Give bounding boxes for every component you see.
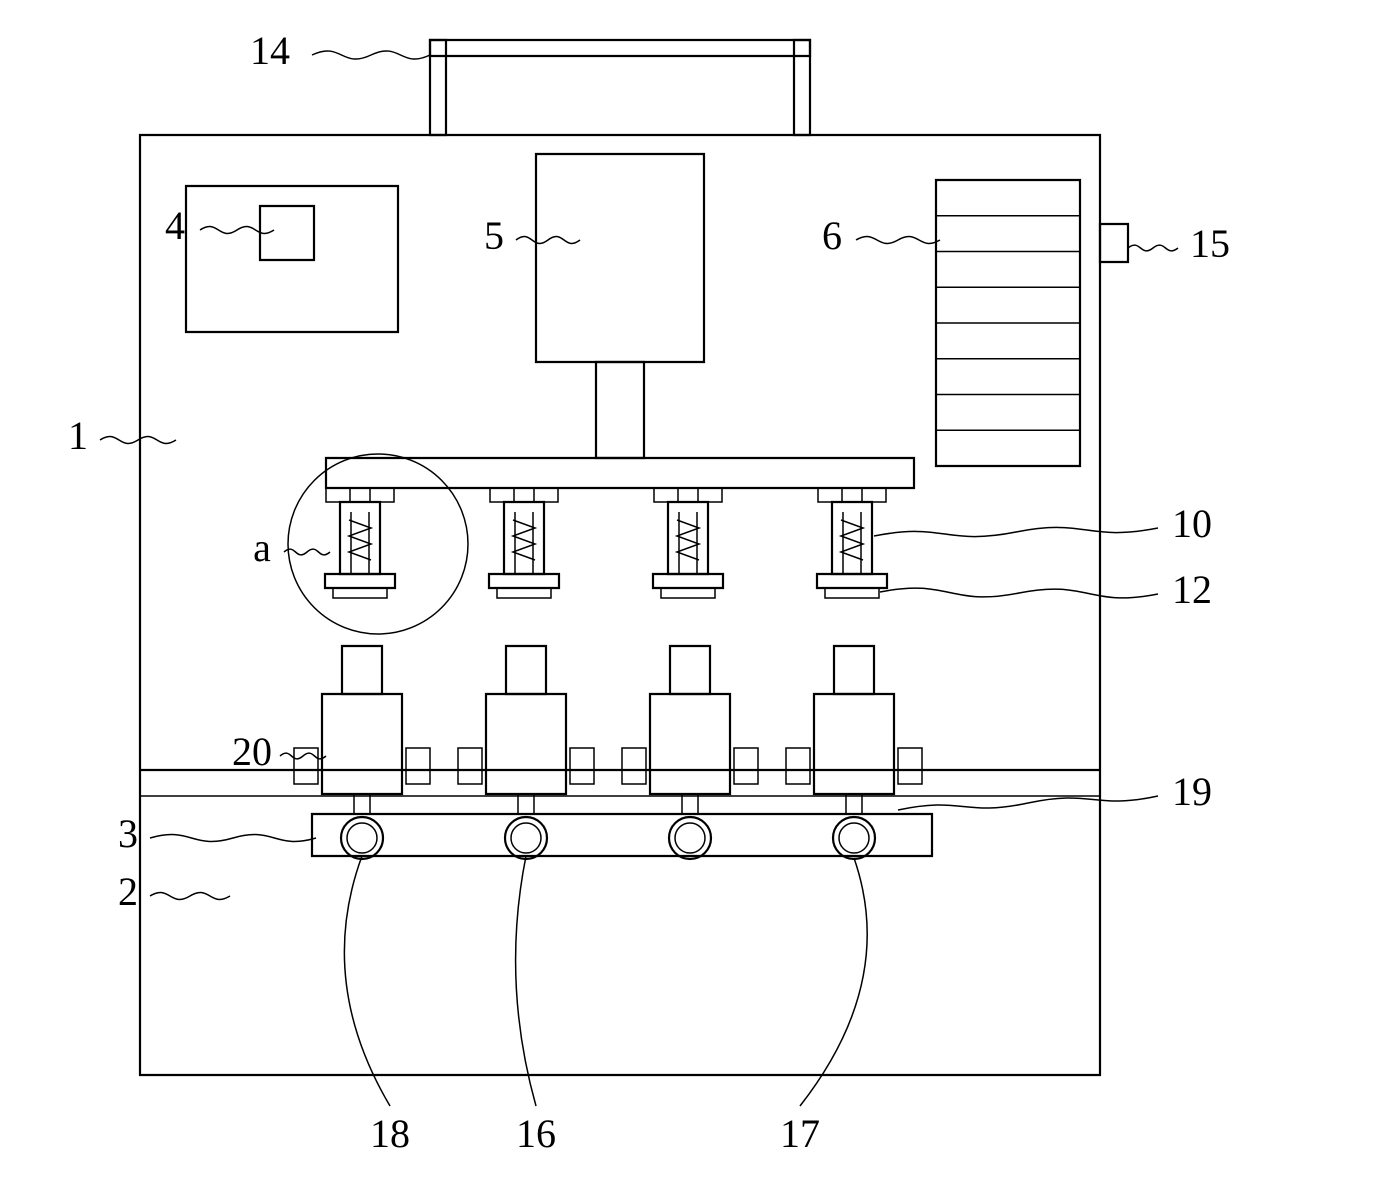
crossbar [326,458,914,488]
bottle-holder [898,748,922,784]
bottle-body [650,694,730,794]
leader-a [284,549,330,555]
bottle-holder [458,748,482,784]
press-head-nut [490,488,514,502]
leader-15 [1128,245,1178,251]
press-head-foot [497,588,551,598]
press-head [489,488,559,598]
leader-14 [312,51,430,59]
bottle-body [814,694,894,794]
callout-1: 1 [68,413,88,458]
press-head [325,488,395,598]
callout-19: 19 [1172,769,1212,814]
leader-20 [280,753,326,759]
press-head-tube [340,502,380,574]
press-head-tube [668,502,708,574]
leader-19 [898,796,1158,810]
press-head-nut [370,488,394,502]
handle-right-post [794,40,810,135]
bottle-assembly [622,646,758,814]
callout-a: a [253,525,271,570]
callout-20: 20 [232,729,272,774]
press-head-foot [825,588,879,598]
wheel-inner [839,823,869,853]
bottle-assembly [786,646,922,814]
outer-housing [140,135,1100,1075]
detail-circle-a [288,454,468,634]
callout-12: 12 [1172,567,1212,612]
callout-2: 2 [118,869,138,914]
bottle-assembly [294,646,430,814]
press-head-cap [817,574,887,588]
leader-1 [100,437,176,444]
bottle-neck [670,646,710,694]
handle-top-bar [430,40,810,56]
press-head-spring [841,520,863,560]
press-head-cap [325,574,395,588]
motor-shaft [596,362,644,458]
bottle-assembly [458,646,594,814]
press-head [817,488,887,598]
press-head-nut [534,488,558,502]
press-head-nut [326,488,350,502]
press-head-cap [489,574,559,588]
bottle-holder [622,748,646,784]
press-head-nut [862,488,886,502]
press-head-nut [818,488,842,502]
bottle-holder [786,748,810,784]
callout-16: 16 [516,1111,556,1156]
bottle-neck [834,646,874,694]
callout-5: 5 [484,213,504,258]
bottle-holder [406,748,430,784]
bottle-holder [570,748,594,784]
press-head-tube [832,502,872,574]
leader-2 [150,893,230,900]
press-head-spring [349,520,371,560]
wheel-inner [347,823,377,853]
press-head-nut [698,488,722,502]
leader-5 [516,237,580,244]
leader-17 [800,858,867,1106]
press-head-foot [661,588,715,598]
callout-17: 17 [780,1111,820,1156]
press-head-cap [653,574,723,588]
bottle-body [322,694,402,794]
bottle-neck [342,646,382,694]
bottle-neck [506,646,546,694]
callout-18: 18 [370,1111,410,1156]
leader-16 [516,856,536,1106]
callout-14: 14 [250,28,290,73]
leader-10 [874,527,1158,536]
press-head-foot [333,588,387,598]
callout-3: 3 [118,811,138,856]
leader-18 [344,856,390,1106]
handle-left-post [430,40,446,135]
leader-3 [150,835,316,842]
bottle-holder [734,748,758,784]
callout-15: 15 [1190,221,1230,266]
side-tab [1100,224,1128,262]
wheel-inner [511,823,541,853]
callout-4: 4 [165,203,185,248]
press-head [653,488,723,598]
leader-12 [880,588,1158,598]
wheel-inner [675,823,705,853]
press-head-spring [677,520,699,560]
press-head-nut [654,488,678,502]
press-head-tube [504,502,544,574]
leader-6 [856,237,940,244]
leader-4 [200,227,274,234]
press-head-spring [513,520,535,560]
bottle-body [486,694,566,794]
motor-body [536,154,704,362]
callout-10: 10 [1172,501,1212,546]
callout-6: 6 [822,213,842,258]
